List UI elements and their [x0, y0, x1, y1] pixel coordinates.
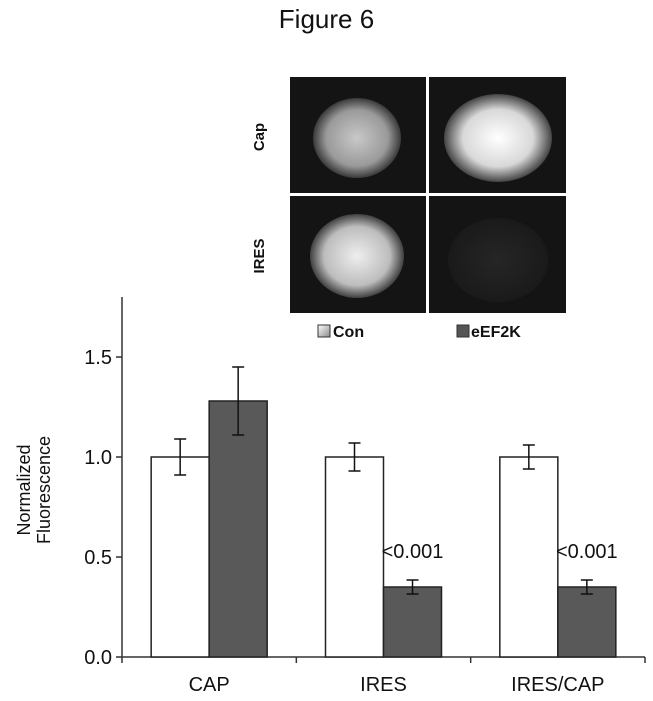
- micrograph-panel: [290, 77, 566, 313]
- legend-swatch-con: [317, 324, 331, 338]
- significance-label: <0.001: [382, 541, 444, 563]
- micrograph-cap-eef2k: [429, 77, 566, 193]
- legend: Con eEF2K: [317, 324, 521, 341]
- bar-con-cap: [150, 456, 210, 658]
- legend-label-con: Con: [333, 324, 364, 341]
- legend-swatch-eef2k: [456, 324, 470, 338]
- legend-label-eef2k: eEF2K: [471, 324, 521, 341]
- axes: 0.0 0.5 1.0 1.5 CAP IRES IRES/CAP: [84, 297, 646, 696]
- x-tick-label: IRES: [360, 674, 407, 696]
- y-tick-label: 1.5: [84, 347, 112, 369]
- micrograph-ires-con: [290, 196, 426, 313]
- bar-con-ires: [324, 456, 385, 658]
- x-tick-label: IRES/CAP: [511, 674, 604, 696]
- bars: <0.001 <0.001: [150, 366, 618, 658]
- x-tick-label: CAP: [189, 674, 230, 696]
- legend-item-eef2k: eEF2K: [456, 324, 521, 341]
- y-axis-label-line-1: Normalized: [14, 444, 34, 535]
- row-label-cap: Cap: [251, 123, 268, 151]
- y-tick-label: 0.5: [84, 547, 112, 569]
- legend-item-con: Con: [317, 324, 364, 341]
- y-axis-label-line-2: Fluorescence: [34, 436, 54, 544]
- bar-con-ires-cap: [499, 456, 559, 658]
- y-tick-label: 0.0: [84, 647, 112, 669]
- micrograph-ires-eef2k: [429, 196, 566, 313]
- bar-eef2k-ires-cap: [557, 586, 617, 658]
- bar-eef2k-cap: [208, 400, 268, 658]
- micrograph-cap-con: [290, 77, 426, 193]
- significance-label: <0.001: [556, 541, 618, 563]
- figure-title: Figure 6: [278, 4, 375, 34]
- row-label-ires: IRES: [251, 238, 268, 273]
- y-tick-label: 1.0: [84, 447, 112, 469]
- bar-eef2k-ires: [382, 586, 443, 658]
